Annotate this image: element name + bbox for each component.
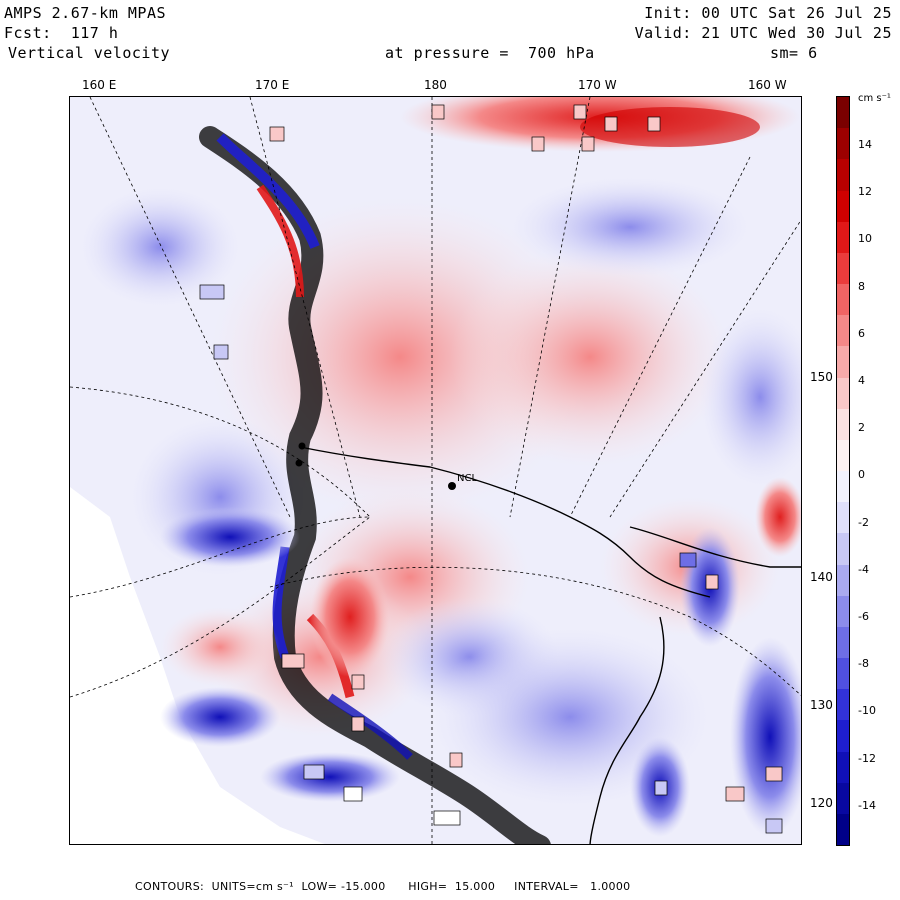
valid-time: Valid: 21 UTC Wed 30 Jul 25 xyxy=(634,24,892,42)
pressure-level: at pressure = 700 hPa xyxy=(385,44,595,62)
colorbar-segment xyxy=(837,533,849,565)
variable-name: Vertical velocity xyxy=(8,44,171,62)
colorbar xyxy=(836,96,850,846)
colorbar-segment xyxy=(837,221,849,254)
lon-label-180: 180 xyxy=(424,78,447,92)
colorbar-segment xyxy=(837,658,849,690)
colorbar-segment xyxy=(837,252,849,285)
graticule xyxy=(70,97,801,844)
colorbar-segment xyxy=(837,284,849,316)
colorbar-tick-label: 4 xyxy=(858,374,865,387)
colorbar-tick-label: -2 xyxy=(858,515,869,529)
colorbar-tick-label: 2 xyxy=(858,421,865,435)
domain-edge xyxy=(70,487,325,844)
colorbar-segment xyxy=(837,782,849,815)
init-time: Init: 00 UTC Sat 26 Jul 25 xyxy=(644,4,892,22)
model-title: AMPS 2.67-km MPAS xyxy=(4,4,167,22)
lon-label-160e: 160 E xyxy=(82,78,117,92)
colorbar-segment xyxy=(837,97,849,129)
coastline xyxy=(299,446,801,844)
lon-label-170e: 170 E xyxy=(255,78,290,92)
colorbar-tick-label: -4 xyxy=(858,562,869,576)
colorbar-segment xyxy=(837,346,849,378)
colorbar-segment xyxy=(837,408,849,441)
station-label-ncl: NCL xyxy=(457,473,477,484)
colorbar-segment xyxy=(837,689,849,721)
colorbar-segment xyxy=(837,751,849,784)
colorbar-tick-label: 14 xyxy=(858,138,872,151)
colorbar-segment xyxy=(837,190,849,223)
colorbar-tick-label: 6 xyxy=(858,326,865,340)
lon-label-170w: 170 W xyxy=(578,78,617,92)
colorbar-segment xyxy=(837,439,849,472)
vertical-velocity-map: NCL xyxy=(69,96,802,845)
colorbar-tick-label: -12 xyxy=(858,751,876,765)
colorbar-tick-label: -6 xyxy=(858,610,869,623)
colorbar-segment xyxy=(837,720,849,752)
colorbar-segment xyxy=(837,595,849,628)
colorbar-tick-label: 8 xyxy=(858,279,865,293)
contour-info: CONTOURS: UNITS=cm s⁻¹ LOW= -15.000 HIGH… xyxy=(135,880,631,893)
colorbar-units: cm s⁻¹ xyxy=(858,93,891,104)
colorbar-segment xyxy=(837,626,849,659)
colorbar-segment xyxy=(837,315,849,347)
colorbar-segment xyxy=(837,377,849,410)
colorbar-tick-label: 12 xyxy=(858,185,872,199)
colorbar-tick-label: -14 xyxy=(858,798,876,812)
colorbar-tick-label: -10 xyxy=(858,704,876,718)
colorbar-segment xyxy=(837,813,849,846)
colorbar-segment xyxy=(837,564,849,597)
colorbar-segment xyxy=(837,502,849,534)
forecast-hour: Fcst: 117 h xyxy=(4,24,119,42)
colorbar-segment xyxy=(837,128,849,160)
smoothing-label: sm= 6 xyxy=(770,44,818,62)
colorbar-segment xyxy=(837,159,849,191)
colorbar-tick-label: 10 xyxy=(858,232,872,246)
colorbar-tick-label: 0 xyxy=(858,468,865,482)
lon-label-160w: 160 W xyxy=(748,78,787,92)
station-marker xyxy=(448,482,456,490)
colorbar-segment xyxy=(837,471,849,503)
colorbar-tick-label: -8 xyxy=(858,657,869,671)
